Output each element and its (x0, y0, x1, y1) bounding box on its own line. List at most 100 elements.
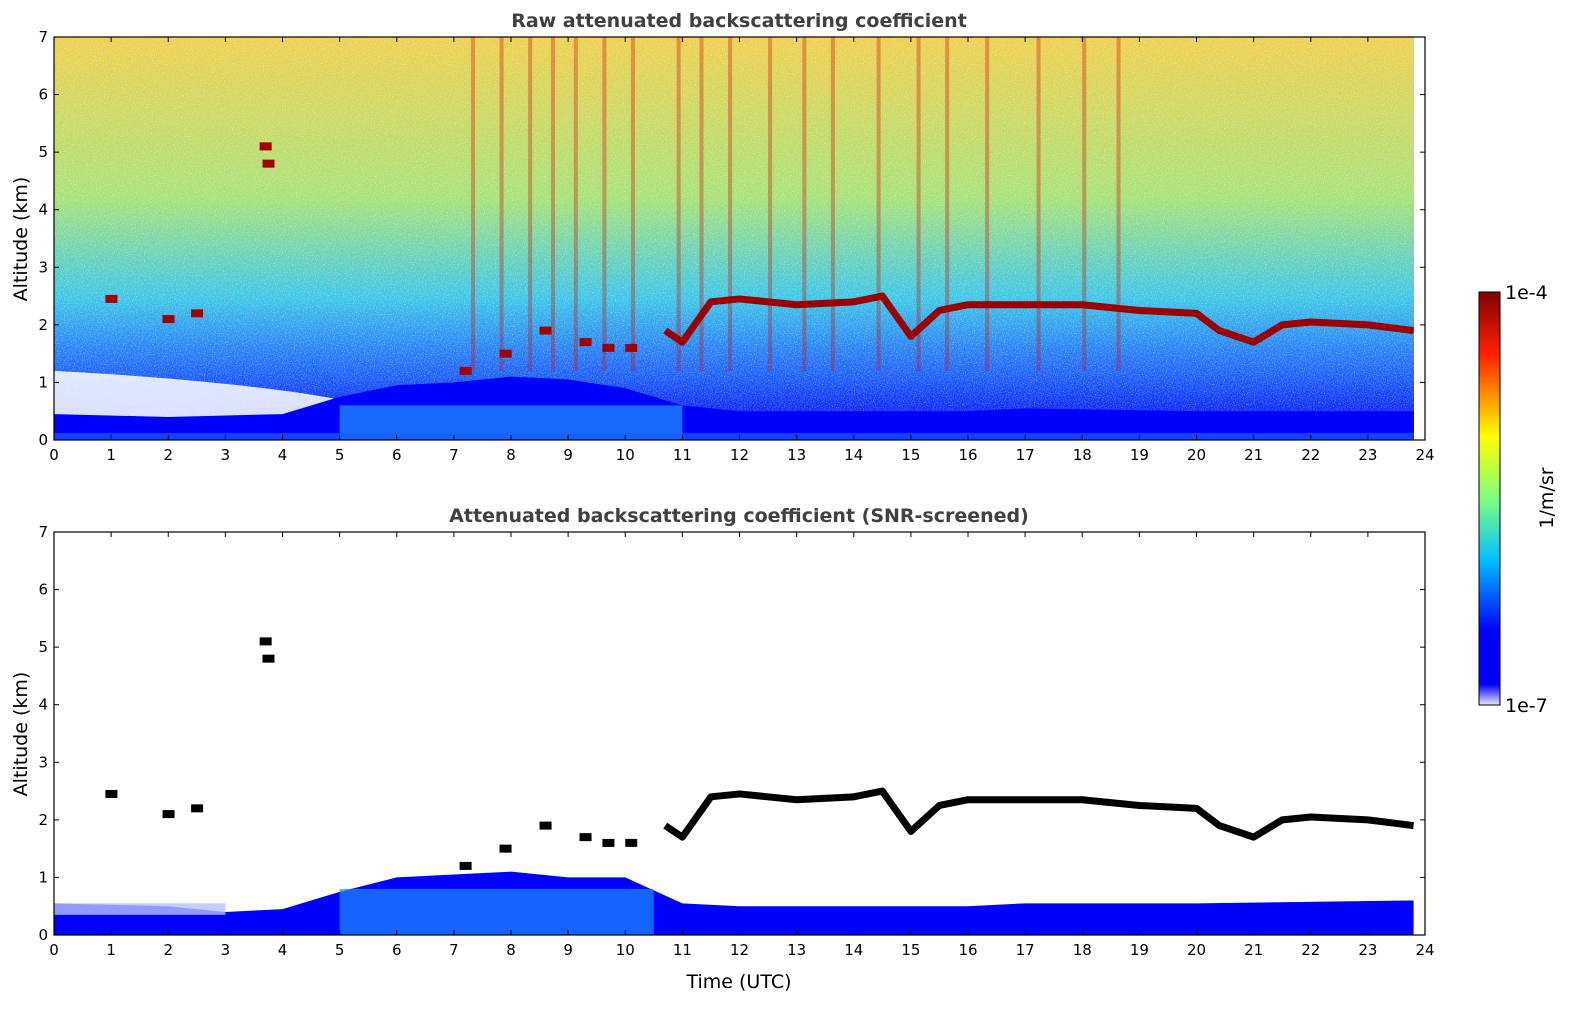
raw-noise-streak (699, 37, 704, 371)
x-tick-label: 3 (221, 941, 231, 959)
cloud-patch (262, 654, 275, 663)
x-tick-label: 20 (1187, 941, 1206, 959)
x-tick-label: 16 (958, 941, 977, 959)
x-tick-label: 22 (1301, 941, 1320, 959)
x-tick-label: 22 (1301, 446, 1320, 464)
cloud-patch (162, 315, 175, 324)
x-tick-label: 10 (616, 446, 635, 464)
raw-cloud-layer (663, 292, 1415, 346)
x-tick-label: 7 (449, 446, 459, 464)
x-tick-label: 19 (1130, 446, 1149, 464)
x-tick-label: 21 (1244, 446, 1263, 464)
cloud-patch (459, 861, 472, 870)
y-tick-label: 2 (38, 316, 48, 334)
raw-noise-streak (876, 37, 881, 371)
raw-noise-streak (1082, 37, 1087, 371)
x-tick-label: 4 (278, 446, 288, 464)
raw-noise-speckle (54, 37, 1414, 440)
y-tick-label: 3 (38, 258, 48, 276)
x-tick-label: 11 (673, 446, 692, 464)
x-tick-label: 20 (1187, 446, 1206, 464)
raw-noise-streak (830, 37, 835, 371)
x-tick-label: 8 (506, 446, 516, 464)
raw-noise-streak (528, 37, 533, 371)
colorbar: 1e-4 1e-7 1/m/sr (1478, 282, 1558, 717)
y-tick-label: 1 (38, 868, 48, 886)
x-tick-label: 2 (163, 941, 173, 959)
x-tick-label: 0 (49, 446, 59, 464)
cloud-patch (105, 789, 118, 798)
cloud-patch (162, 810, 175, 819)
x-tick-label: 14 (844, 941, 863, 959)
x-tick-label: 13 (787, 446, 806, 464)
y-tick-label: 6 (38, 86, 48, 104)
colorbar-min-label: 1e-7 (1505, 695, 1548, 717)
cloud-patch (602, 838, 615, 847)
x-tick-label: 15 (901, 941, 920, 959)
cloud-patch (259, 142, 272, 151)
y-tick-label: 7 (38, 523, 48, 541)
raw-noise-streak (916, 37, 921, 371)
raw-noise-streak (728, 37, 733, 371)
x-tick-label: 2 (163, 446, 173, 464)
x-tick-label: 12 (730, 941, 749, 959)
raw-noise-streak (768, 37, 773, 371)
raw-y-axis-label: Altitude (km) (10, 177, 32, 302)
x-tick-label: 19 (1130, 941, 1149, 959)
cloud-patch (262, 159, 275, 168)
x-tick-label: 8 (506, 941, 516, 959)
x-tick-label: 11 (673, 941, 692, 959)
x-tick-label: 6 (392, 941, 402, 959)
raw-surface-layer (54, 433, 1414, 440)
x-tick-label: 10 (616, 941, 635, 959)
x-tick-label: 17 (1016, 446, 1035, 464)
raw-noise-streak (471, 37, 476, 371)
colorbar-max-label: 1e-4 (1505, 282, 1548, 304)
raw-x-ticks: 0 1 2 3 4 5 6 7 8 9 10 11 12 13 14 15 16 17 18 19 20 21 22 23 24 (49, 37, 1435, 464)
x-tick-label: 18 (1073, 446, 1092, 464)
raw-noise-streak (802, 37, 807, 371)
cloud-patch (191, 804, 204, 813)
panel-raw: Raw attenuated backscattering coefficien… (10, 10, 1435, 464)
panel-screened-title: Attenuated backscattering coefficient (S… (449, 505, 1029, 527)
x-tick-label: 1 (106, 941, 116, 959)
x-tick-label: 21 (1244, 941, 1263, 959)
x-tick-label: 12 (730, 446, 749, 464)
raw-noise-streak (1036, 37, 1041, 371)
screened-x-ticks: 0 1 2 3 4 5 6 7 8 9 10 11 12 13 14 15 16 17 18 19 20 21 22 23 24 (49, 532, 1435, 959)
y-tick-label: 2 (38, 811, 48, 829)
colorbar-unit-label: 1/m/sr (1536, 467, 1558, 528)
cloud-patch (459, 366, 472, 375)
cloud-patch (539, 821, 552, 830)
x-tick-label: 6 (392, 446, 402, 464)
cloud-patch (579, 833, 592, 842)
raw-noise-streak (573, 37, 578, 371)
x-tick-label: 13 (787, 941, 806, 959)
screened-boundary-layer-core (339, 888, 654, 935)
cloud-patch (625, 343, 638, 352)
x-tick-label: 18 (1073, 941, 1092, 959)
raw-noise-streak (499, 37, 504, 371)
colorbar-gradient (1478, 291, 1501, 706)
x-axis-label: Time (UTC) (685, 971, 791, 993)
x-tick-label: 0 (49, 941, 59, 959)
raw-noise-streak (602, 37, 607, 371)
x-tick-label: 4 (278, 941, 288, 959)
cloud-patch (191, 309, 204, 318)
y-tick-label: 4 (38, 696, 48, 714)
screened-y-ticks: 0 1 2 3 4 5 6 7 (38, 523, 1425, 944)
panel-raw-title: Raw attenuated backscattering coefficien… (511, 10, 967, 32)
raw-y-ticks: 0 1 2 3 4 5 6 7 (38, 28, 1425, 449)
x-tick-label: 3 (221, 446, 231, 464)
raw-noise-streak (1116, 37, 1121, 371)
x-tick-label: 23 (1358, 446, 1377, 464)
y-tick-label: 6 (38, 581, 48, 599)
y-tick-label: 7 (38, 28, 48, 46)
x-tick-label: 23 (1358, 941, 1377, 959)
screened-cloud-layer (663, 787, 1415, 841)
x-tick-label: 16 (958, 446, 977, 464)
screened-bl-edge (54, 903, 226, 915)
screened-heatmap (54, 637, 1415, 935)
raw-noise-streak (676, 37, 681, 371)
